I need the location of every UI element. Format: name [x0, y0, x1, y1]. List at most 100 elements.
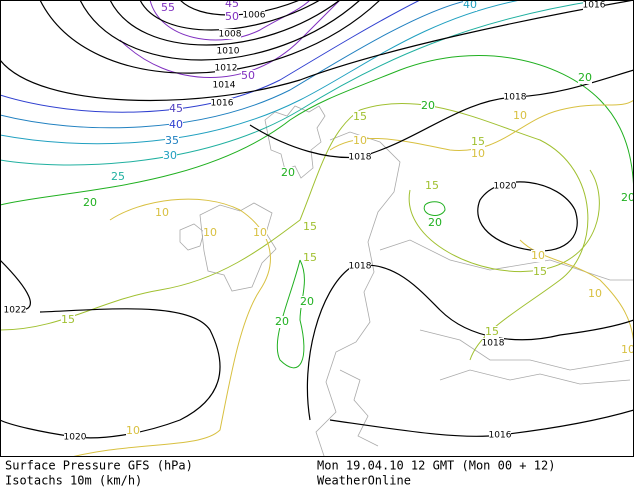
label-halo [583, 0, 605, 10]
label-halo [349, 152, 371, 162]
label-halo [281, 167, 295, 179]
label-halo [126, 425, 140, 437]
isotach-label: 20 [421, 99, 435, 112]
footer-right-line: Mon 19.04.10 12 GMT (Mon 00 + 12) [317, 459, 555, 473]
isobar-label: 1020 [64, 433, 87, 443]
isotach-label: 50 [241, 69, 255, 82]
label-halo [489, 430, 511, 440]
isotach-label: 10 [513, 109, 527, 122]
isotach-label: 20 [281, 166, 295, 179]
label-halo [241, 70, 255, 82]
label-halo [425, 180, 439, 192]
label-halo [155, 207, 169, 219]
isotach-label: 10 [471, 147, 485, 160]
footer-right-line: WeatherOnline [317, 474, 411, 488]
isotach-label: 40 [463, 0, 477, 11]
label-halo [303, 221, 317, 233]
label-halo [428, 217, 442, 229]
isotach-label: 15 [303, 220, 317, 233]
label-halo [64, 432, 86, 442]
isotach-label: 30 [163, 149, 177, 162]
isotach-label: 15 [353, 110, 367, 123]
label-halo [275, 316, 289, 328]
label-halo [482, 338, 504, 348]
isotach-label: 20 [275, 315, 289, 328]
isobar-label: 1018 [482, 339, 505, 349]
isotach-label: 10 [203, 226, 217, 239]
label-halo [225, 0, 239, 10]
label-halo [165, 135, 179, 147]
isobar-label: 1018 [504, 93, 527, 103]
label-halo [504, 92, 526, 102]
isobar-label: 1018 [349, 262, 372, 272]
isotach-label: 10 [126, 424, 140, 437]
label-halo [485, 326, 499, 338]
label-halo [161, 2, 175, 14]
isobar-label: 1020 [494, 182, 517, 192]
isotach-label: 15 [533, 265, 547, 278]
isotach-label: 25 [111, 170, 125, 183]
label-halo [513, 110, 527, 122]
label-halo [83, 197, 97, 209]
label-halo [213, 80, 235, 90]
isotach-label: 40 [169, 118, 183, 131]
isotach-label: 10 [253, 226, 267, 239]
label-halo [533, 266, 547, 278]
isobar-label: 1016 [489, 431, 512, 441]
isobar-label: 1016 [211, 99, 234, 109]
isobar-label: 1018 [349, 153, 372, 163]
label-halo [243, 10, 265, 20]
label-halo [211, 98, 233, 108]
label-halo [300, 296, 314, 308]
label-halo [353, 135, 367, 147]
isotach-label: 15 [61, 313, 75, 326]
label-halo [61, 314, 75, 326]
isotach-label: 20 [428, 216, 442, 229]
isotach-label: 35 [165, 134, 179, 147]
contour-labels: 1006100810101012101410161016101810181020… [4, 0, 634, 443]
label-halo [349, 261, 371, 271]
footer [0, 457, 634, 490]
isotach-label: 20 [300, 295, 314, 308]
isobar-label: 1010 [217, 47, 240, 57]
label-halo [219, 29, 241, 39]
isotach-label: 15 [471, 135, 485, 148]
isobar-label: 1006 [243, 11, 266, 21]
footer-left-line: Surface Pressure GFS (hPa) [5, 459, 193, 473]
isotach-label: 50 [225, 10, 239, 23]
label-halo [169, 119, 183, 131]
label-halo [217, 46, 239, 56]
label-halo [421, 100, 435, 112]
isotach-label: 15 [485, 325, 499, 338]
isobar-label: 1012 [215, 64, 238, 74]
isotach-label: 20 [621, 191, 634, 204]
label-halo [111, 171, 125, 183]
isotach-label: 45 [169, 102, 183, 115]
coastline [179, 105, 634, 475]
footer-left-line: Isotachs 10m (km/h) [5, 474, 142, 488]
label-halo [621, 344, 634, 356]
isobar-label: 1016 [583, 1, 606, 11]
isotach-label: 10 [621, 343, 634, 356]
label-halo [4, 305, 26, 315]
label-halo [203, 227, 217, 239]
isotach-label: 10 [531, 249, 545, 262]
isotach-label: 15 [425, 179, 439, 192]
isotach-label: 55 [161, 1, 175, 14]
label-halo [303, 252, 317, 264]
isotach-label: 10 [353, 134, 367, 147]
isotach-label: 10 [588, 287, 602, 300]
label-halo [353, 111, 367, 123]
label-halo [471, 148, 485, 160]
label-halo [471, 136, 485, 148]
isobar-label: 1022 [4, 306, 27, 316]
isobar-label: 1014 [213, 81, 236, 91]
label-halo [621, 192, 634, 204]
isobar-label: 1008 [219, 30, 242, 40]
label-halo [253, 227, 267, 239]
label-halo [588, 288, 602, 300]
isotach-label: 45 [225, 0, 239, 10]
label-halo [163, 150, 177, 162]
